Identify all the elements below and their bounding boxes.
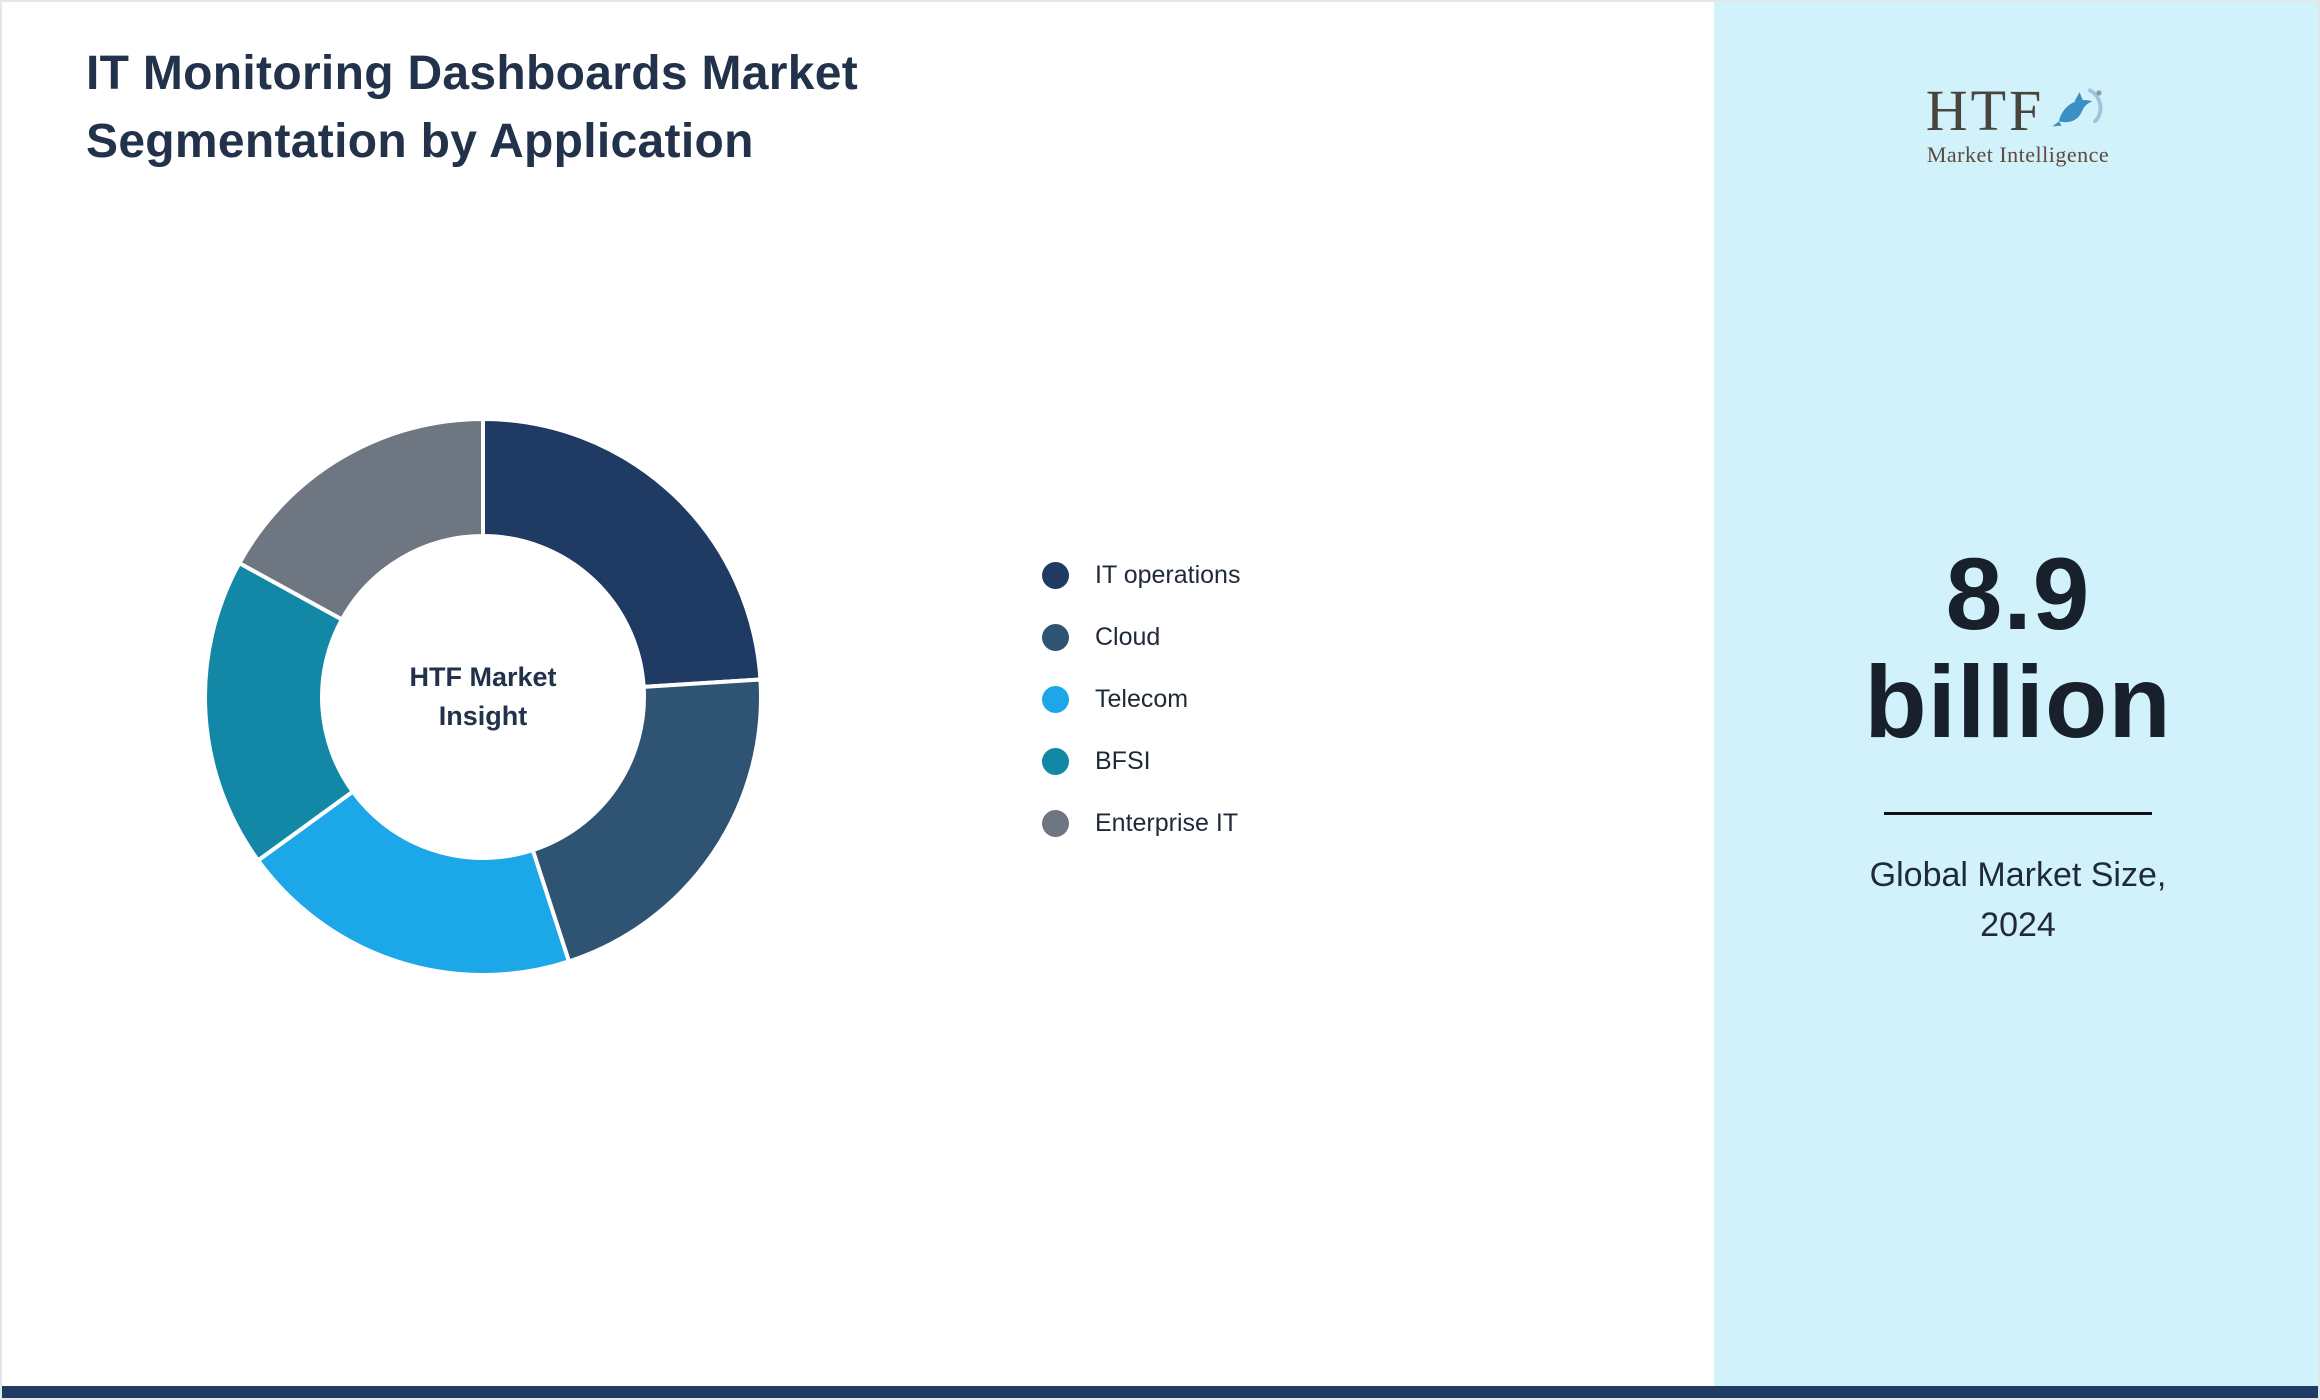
chart-legend: IT operations Cloud Telecom BFSI Enterprise … xyxy=(1042,554,1240,844)
stat-value-line2: billion xyxy=(1864,645,2172,760)
legend-dot xyxy=(1042,561,1069,589)
stat-divider xyxy=(1884,812,2152,816)
legend-dot xyxy=(1042,685,1069,713)
stat-caption-line1: Global Market Size, xyxy=(1869,856,2167,895)
sidebar: HTF Market Intelligence 8.9 billion Glob… xyxy=(1714,2,2318,1398)
donut-chart: HTF Market Insight xyxy=(193,407,773,987)
legend-label: Telecom xyxy=(1095,684,1189,713)
logo-text: HTF xyxy=(1925,78,2045,143)
logo-subtext: Market Intelligence xyxy=(1926,142,2110,167)
footer-bar xyxy=(2,1386,2318,1398)
market-size-stat: 8.9 billion Global Market Size, 2024 xyxy=(1714,537,2318,950)
stat-value-line1: 8.9 xyxy=(1945,537,2091,651)
legend-item-telecom: Telecom xyxy=(1042,678,1240,720)
dolphin-splash-icon xyxy=(2052,88,2103,127)
legend-label: IT operations xyxy=(1095,560,1241,589)
legend-label: Enterprise IT xyxy=(1095,808,1239,837)
legend-item-it-operations: IT operations xyxy=(1042,554,1240,596)
donut-svg xyxy=(203,416,763,977)
legend-dot xyxy=(1042,809,1069,837)
htf-logo: HTF Market Intelligence xyxy=(1714,78,2318,168)
legend-label: BFSI xyxy=(1095,746,1151,775)
stat-caption: Global Market Size, 2024 xyxy=(1714,851,2318,950)
donut-slice-bfsi xyxy=(203,560,356,864)
page-title: IT Monitoring Dashboards Market Segmenta… xyxy=(86,47,859,169)
legend-dot xyxy=(1042,747,1069,775)
legend-item-bfsi: BFSI xyxy=(1042,740,1240,782)
logo-row: HTF xyxy=(1714,78,2318,143)
legend-dot xyxy=(1042,623,1069,651)
legend-item-enterprise-it: Enterprise IT xyxy=(1042,802,1240,844)
donut-slice-telecom xyxy=(255,788,572,977)
donut-slice-it-operations xyxy=(481,416,763,690)
donut-slice-enterprise-it xyxy=(236,416,485,623)
donut-slice-cloud xyxy=(530,677,763,964)
legend-label: Cloud xyxy=(1095,622,1161,651)
legend-item-cloud: Cloud xyxy=(1042,616,1240,658)
stat-caption-line2: 2024 xyxy=(1980,905,2056,944)
